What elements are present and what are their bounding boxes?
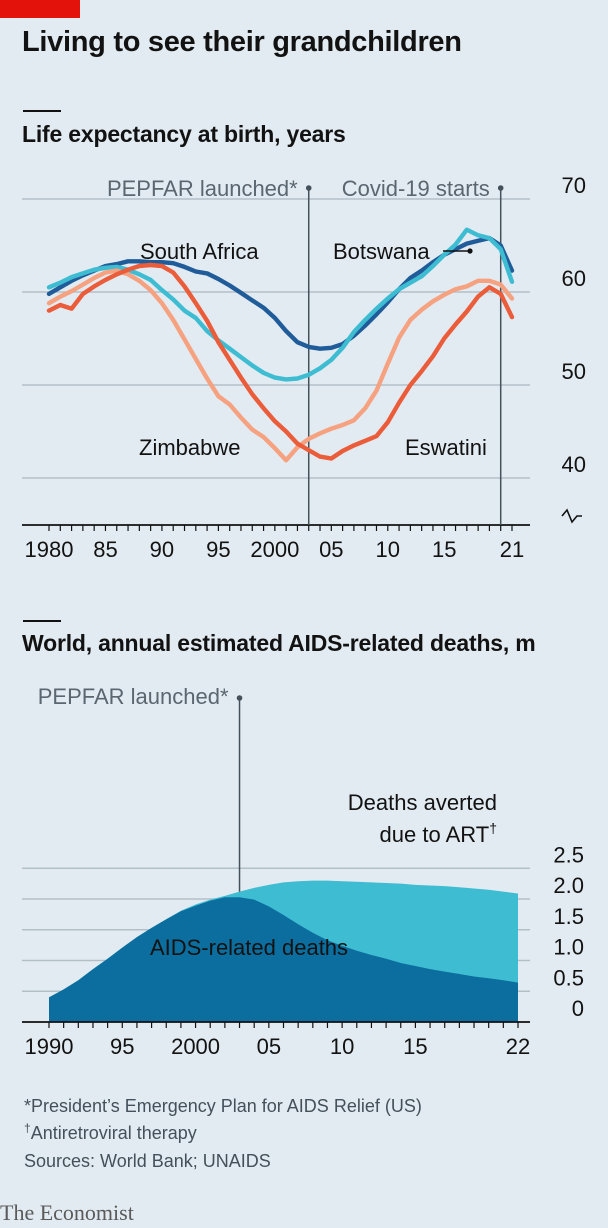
chart1-title: Life expectancy at birth, years	[22, 121, 346, 147]
chart1-rule	[23, 110, 61, 112]
x-tick-label: 05	[319, 537, 343, 562]
series-label: Eswatini	[405, 435, 487, 460]
dagger-mark: †	[489, 820, 497, 836]
series-label: Botswana	[333, 239, 430, 264]
annotation-dot	[305, 185, 312, 191]
series-line-zimbabwe	[46, 268, 515, 463]
brand-red-tag	[0, 0, 80, 18]
y-tick-label: 0	[572, 996, 584, 1021]
footnote-sources: Sources: World Bank; UNAIDS	[24, 1151, 271, 1171]
area-label-deaths-averted-line1: Deaths averted	[348, 790, 497, 815]
x-tick-label: 2000	[250, 537, 299, 562]
area-aids-deaths	[49, 897, 518, 1022]
area-label-aids-deaths: AIDS-related deaths	[150, 935, 348, 960]
area-label-deaths-averted-line2: due to ART†	[380, 820, 497, 847]
x-tick-label: 10	[330, 1034, 354, 1059]
axis-break-mark	[561, 508, 582, 524]
economist-logo: The Economist	[0, 1200, 134, 1225]
series-line-eswatini	[46, 262, 515, 461]
y-tick-label: 1.5	[553, 904, 584, 929]
x-tick-label: 1980	[25, 537, 74, 562]
y-tick-label: 0.5	[553, 965, 584, 990]
footnote-pepfar: *President’s Emergency Plan for AIDS Rel…	[24, 1096, 422, 1116]
y-tick-label: 70	[562, 173, 586, 198]
footnote-art-mark: †	[24, 1121, 31, 1135]
y-tick-label: 2.5	[553, 842, 584, 867]
x-tick-label: 85	[93, 537, 117, 562]
x-tick-label: 95	[110, 1034, 134, 1059]
series-line-botswana	[46, 227, 515, 382]
y-tick-label: 2.0	[553, 873, 584, 898]
x-tick-label: 1990	[25, 1034, 74, 1059]
y-tick-label: 1.0	[553, 935, 584, 960]
aids-deaths-chart: 0 0.5 1.0 1.5 2.0 2.5 1990 95 2000 05 10 15 22 PEPFAR…	[22, 684, 584, 1059]
series-label: Zimbabwe	[139, 435, 240, 460]
y-tick-label: 50	[562, 359, 586, 384]
x-tick-label: 22	[506, 1034, 530, 1059]
x-tick-label: 95	[206, 537, 230, 562]
annotation-dot	[497, 185, 504, 191]
x-tick-label: 10	[376, 537, 400, 562]
chart2-rule	[23, 620, 61, 622]
series-label: South Africa	[140, 239, 259, 264]
life-expectancy-chart: 40 50 60 70 1980 85 90 95 2000 05 10 15 21 PEPFAR lau…	[22, 173, 586, 562]
chart2-title: World, annual estimated AIDS-related dea…	[22, 630, 536, 656]
x-tick-label: 90	[150, 537, 174, 562]
botswana-leader-dot	[467, 248, 473, 254]
annotation-dot	[236, 695, 243, 701]
annotation-label: PEPFAR launched*	[107, 176, 298, 201]
x-tick-label: 15	[403, 1034, 427, 1059]
x-tick-label: 2000	[171, 1034, 220, 1059]
x-tick-label: 15	[432, 537, 456, 562]
annotation-label: Covid-19 starts	[342, 176, 490, 201]
y-tick-label: 60	[562, 266, 586, 291]
series-line-south-africa	[46, 235, 515, 351]
y-tick-label: 40	[562, 452, 586, 477]
x-tick-label: 05	[257, 1034, 281, 1059]
annotation-label: PEPFAR launched*	[38, 684, 229, 709]
x-tick-label: 21	[500, 537, 524, 562]
footnote-art: †Antiretroviral therapy	[24, 1121, 197, 1144]
footnote-art-text: Antiretroviral therapy	[30, 1123, 197, 1143]
page-title: Living to see their grandchildren	[22, 26, 462, 58]
